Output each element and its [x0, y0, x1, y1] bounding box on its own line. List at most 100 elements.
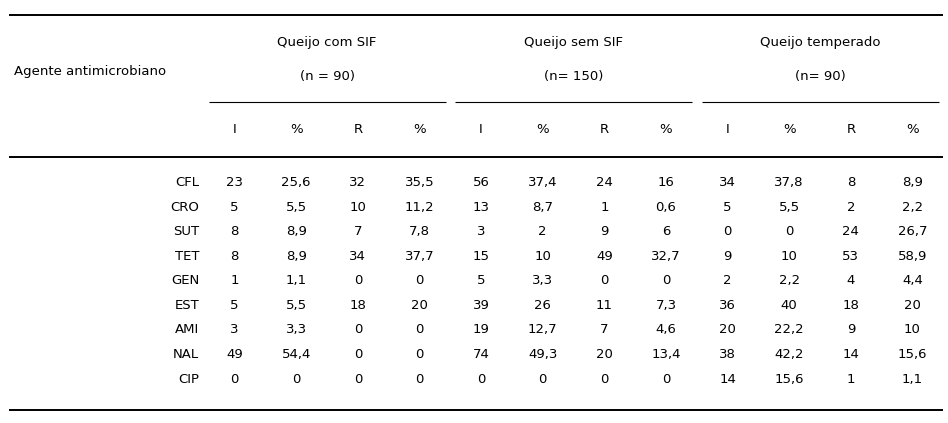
Text: 49: 49	[227, 348, 243, 361]
Text: %: %	[413, 123, 426, 135]
Text: 0: 0	[415, 348, 424, 361]
Text: 0: 0	[354, 324, 362, 336]
Text: 3,3: 3,3	[532, 275, 554, 287]
Text: 5: 5	[477, 275, 485, 287]
Text: 15: 15	[473, 250, 489, 263]
Text: 0: 0	[477, 373, 485, 385]
Text: 2: 2	[847, 201, 855, 214]
Text: Queijo temperado: Queijo temperado	[759, 36, 881, 49]
Text: 20: 20	[904, 299, 921, 312]
Text: I: I	[233, 123, 236, 135]
Text: 8,9: 8,9	[285, 225, 307, 238]
Text: 18: 18	[350, 299, 366, 312]
Text: 0: 0	[415, 373, 424, 385]
Text: 1,1: 1,1	[902, 373, 923, 385]
Text: I: I	[480, 123, 483, 135]
Text: NAL: NAL	[173, 348, 199, 361]
Text: 10: 10	[781, 250, 797, 263]
Text: 54,4: 54,4	[282, 348, 311, 361]
Text: 39: 39	[473, 299, 489, 312]
Text: 8,9: 8,9	[902, 176, 923, 189]
Text: 11: 11	[596, 299, 612, 312]
Text: 7,3: 7,3	[655, 299, 677, 312]
Text: 16: 16	[658, 176, 674, 189]
Text: 8: 8	[230, 225, 239, 238]
Text: 3: 3	[230, 324, 239, 336]
Text: %: %	[660, 123, 672, 135]
Text: 5: 5	[230, 299, 239, 312]
Text: 4,6: 4,6	[655, 324, 677, 336]
Text: 24: 24	[843, 225, 859, 238]
Text: 1: 1	[847, 373, 855, 385]
Text: GEN: GEN	[171, 275, 199, 287]
Text: 20: 20	[596, 348, 612, 361]
Text: 8: 8	[230, 250, 239, 263]
Text: 36: 36	[720, 299, 736, 312]
Text: 53: 53	[843, 250, 859, 263]
Text: 2: 2	[723, 275, 732, 287]
Text: 0: 0	[292, 373, 301, 385]
Text: 56: 56	[473, 176, 489, 189]
Text: 0: 0	[354, 373, 362, 385]
Text: 35,5: 35,5	[405, 176, 434, 189]
Text: 37,7: 37,7	[405, 250, 434, 263]
Text: 32: 32	[350, 176, 366, 189]
Text: 5,5: 5,5	[285, 299, 307, 312]
Text: 11,2: 11,2	[405, 201, 434, 214]
Text: 20: 20	[411, 299, 428, 312]
Text: TET: TET	[174, 250, 199, 263]
Text: 25,6: 25,6	[282, 176, 311, 189]
Text: I: I	[726, 123, 729, 135]
Text: 9: 9	[600, 225, 609, 238]
Text: 8,7: 8,7	[532, 201, 554, 214]
Text: 49,3: 49,3	[528, 348, 557, 361]
Text: Queijo com SIF: Queijo com SIF	[278, 36, 376, 49]
Text: 49: 49	[596, 250, 612, 263]
Text: 12,7: 12,7	[528, 324, 557, 336]
Text: 10: 10	[535, 250, 551, 263]
Text: 13,4: 13,4	[651, 348, 681, 361]
Text: (n= 90): (n= 90)	[794, 70, 846, 82]
Text: 37,4: 37,4	[528, 176, 557, 189]
Text: %: %	[906, 123, 919, 135]
Text: 4,4: 4,4	[902, 275, 923, 287]
Text: 15,6: 15,6	[775, 373, 804, 385]
Text: 3,3: 3,3	[285, 324, 307, 336]
Text: 26,7: 26,7	[898, 225, 927, 238]
Text: 0: 0	[354, 348, 362, 361]
Text: %: %	[537, 123, 549, 135]
Text: 19: 19	[473, 324, 489, 336]
Text: 0: 0	[415, 324, 424, 336]
Text: 0: 0	[785, 225, 793, 238]
Text: %: %	[783, 123, 795, 135]
Text: (n = 90): (n = 90)	[300, 70, 355, 82]
Text: Agente antimicrobiano: Agente antimicrobiano	[14, 66, 166, 78]
Text: 0: 0	[723, 225, 732, 238]
Text: 40: 40	[781, 299, 797, 312]
Text: CRO: CRO	[171, 201, 199, 214]
Text: 9: 9	[723, 250, 732, 263]
Text: 20: 20	[720, 324, 736, 336]
Text: 15,6: 15,6	[898, 348, 927, 361]
Text: R: R	[847, 123, 855, 135]
Text: 5,5: 5,5	[778, 201, 800, 214]
Text: 26: 26	[535, 299, 551, 312]
Text: 5,5: 5,5	[285, 201, 307, 214]
Text: 24: 24	[596, 176, 612, 189]
Text: 6: 6	[662, 225, 670, 238]
Text: 34: 34	[350, 250, 366, 263]
Text: 0: 0	[600, 275, 609, 287]
Text: 5: 5	[723, 201, 732, 214]
Text: 0: 0	[662, 373, 670, 385]
Text: 0,6: 0,6	[655, 201, 677, 214]
Text: 34: 34	[720, 176, 736, 189]
Text: 8: 8	[847, 176, 855, 189]
Text: 7,8: 7,8	[409, 225, 430, 238]
Text: 7: 7	[354, 225, 362, 238]
Text: (n= 150): (n= 150)	[544, 70, 603, 82]
Text: CFL: CFL	[175, 176, 199, 189]
Text: EST: EST	[174, 299, 199, 312]
Text: 2,2: 2,2	[902, 201, 923, 214]
Text: 0: 0	[662, 275, 670, 287]
Text: 1,1: 1,1	[285, 275, 307, 287]
